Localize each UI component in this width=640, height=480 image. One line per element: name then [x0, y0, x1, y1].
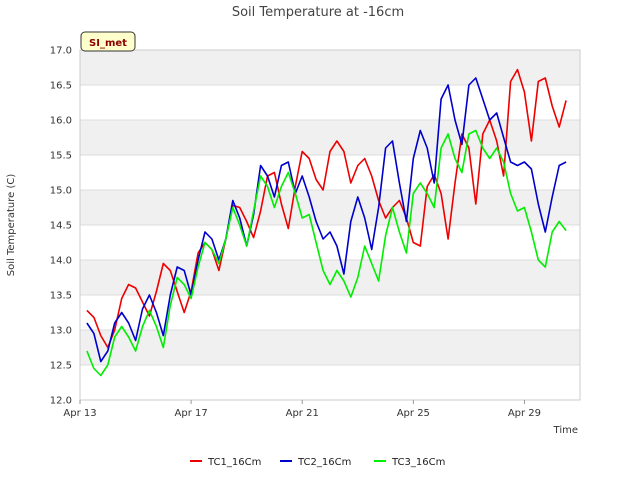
- y-tick-label: 16.5: [50, 81, 72, 92]
- plot-border: [79, 49, 581, 401]
- y-tick-label: 17.0: [50, 46, 72, 57]
- y-tick-label: 13.5: [50, 291, 72, 302]
- x-tick-label: Apr 21: [286, 408, 319, 419]
- y-tick-label: 13.0: [50, 326, 72, 337]
- y-tick-label: 14.0: [50, 256, 72, 267]
- grid-band: [80, 50, 580, 85]
- site-badge-label: SI_met: [89, 38, 127, 49]
- x-tick-label: Apr 17: [175, 408, 208, 419]
- series-line-tc1-16cm: [86, 68, 567, 349]
- y-tick-label: 12.5: [50, 361, 72, 372]
- y-tick-label: 15.0: [50, 186, 72, 197]
- grid-band: [80, 190, 580, 225]
- grid-lines: [79, 49, 581, 401]
- chart-title: Soil Temperature at -16cm: [232, 5, 404, 20]
- y-tick-label: 14.5: [50, 221, 72, 232]
- site-badge-box: [80, 31, 136, 52]
- legend-label: TC3_16Cm: [391, 457, 445, 468]
- series-line-tc3-16cm: [86, 129, 567, 377]
- grid-band: [80, 260, 580, 295]
- y-tick-label: 12.0: [50, 396, 72, 407]
- x-tick-label: Apr 25: [397, 408, 430, 419]
- x-axis-ticks: Apr 13 Apr 17 Apr 21 Apr 25 Apr 29: [63, 400, 541, 419]
- site-badge: SI_met: [80, 31, 136, 52]
- y-tick-label: 16.0: [50, 116, 72, 127]
- y-tick-label: 15.5: [50, 151, 72, 162]
- legend-label: TC1_16Cm: [207, 457, 261, 468]
- legend: TC1_16Cm TC2_16Cm TC3_16Cm: [190, 457, 445, 468]
- grid-band: [80, 330, 580, 365]
- x-axis-label: Time: [553, 425, 578, 436]
- y-axis-label: Soil Temperature (C): [6, 174, 17, 277]
- y-axis-ticks: 12.0 12.5 13.0 13.5 14.0 14.5 15.0 15.5 16.0 16.5…: [50, 46, 72, 407]
- x-tick-label: Apr 29: [508, 408, 541, 419]
- legend-label: TC2_16Cm: [297, 457, 351, 468]
- x-tick-label: Apr 13: [63, 408, 96, 419]
- series-line-tc2-16cm: [86, 77, 567, 363]
- series-lines: [86, 68, 567, 377]
